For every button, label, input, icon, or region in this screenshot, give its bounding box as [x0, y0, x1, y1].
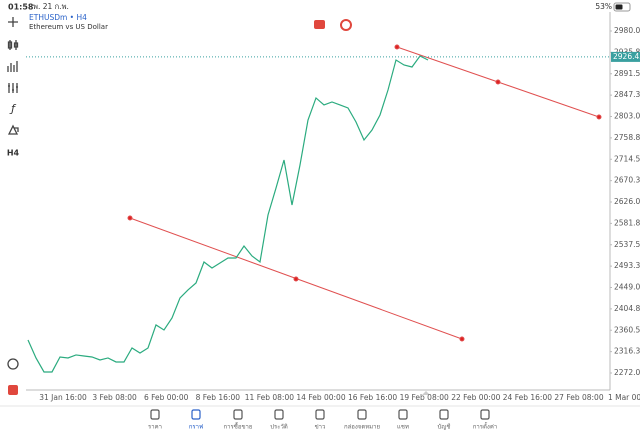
status-date: พ. 21 ก.พ.	[33, 2, 69, 11]
nav-label[interactable]: กราฟ	[189, 424, 203, 431]
price-line	[27, 55, 429, 373]
nav-icon[interactable]	[191, 409, 201, 420]
nav-icon[interactable]	[357, 409, 367, 420]
trend-point[interactable]	[459, 336, 465, 342]
trend-point[interactable]	[596, 114, 602, 120]
y-tick-label: 2404.8	[614, 304, 640, 313]
y-tick-label: 2847.3	[614, 90, 640, 99]
last-price-label: 2926.43	[613, 52, 640, 61]
status-battery: 53%	[595, 2, 612, 11]
nav-label[interactable]: บัญชี	[438, 423, 451, 431]
zoom-tool[interactable]	[7, 358, 19, 370]
y-tick-label: 2449.05	[614, 283, 640, 292]
x-tick-label: 3 Feb 08:00	[92, 393, 137, 402]
nav-icon[interactable]	[398, 409, 408, 420]
x-tick-label: 6 Feb 00:00	[144, 393, 189, 402]
x-tick-label: 27 Feb 08:00	[554, 393, 603, 402]
nav-icon[interactable]	[150, 409, 160, 420]
nav-label[interactable]: แชท	[397, 424, 409, 431]
y-tick-label: 2360.55	[614, 325, 640, 334]
nav-label[interactable]: การตั้งค่า	[473, 421, 497, 431]
nav-label[interactable]: ประวัติ	[270, 424, 288, 431]
x-tick-label: 11 Feb 08:00	[245, 393, 294, 402]
nav-icon[interactable]	[439, 409, 449, 420]
nav-label[interactable]: การซื้อขาย	[224, 421, 253, 431]
x-tick-label: 22 Feb 00:00	[451, 393, 500, 402]
nav-icon[interactable]	[274, 409, 284, 420]
trend-point[interactable]	[293, 276, 299, 282]
status-time: 01:58	[8, 3, 34, 12]
battery-icon	[613, 2, 631, 12]
y-tick-label: 2980.05	[614, 26, 640, 35]
y-tick-label: 2626.05	[614, 197, 640, 206]
objects-tool[interactable]	[7, 124, 19, 135]
last-price-box	[611, 51, 640, 62]
y-tick-label: 2537.55	[614, 240, 640, 249]
scroll-marker[interactable]	[422, 391, 430, 395]
y-tick-label: 2891.55	[614, 69, 640, 78]
x-tick-label: 8 Feb 16:00	[196, 393, 241, 402]
crosshair-tool[interactable]	[8, 17, 18, 27]
x-tick-label: 19 Feb 08:00	[400, 393, 449, 402]
nav-icon[interactable]	[315, 409, 325, 420]
y-tick-label: 2758.8	[614, 133, 640, 142]
nav-label[interactable]: กล่องจดหมาย	[344, 424, 380, 431]
x-tick-label: 1 Mar 00:00	[608, 393, 640, 402]
x-tick-label: 31 Jan 16:00	[39, 393, 87, 402]
y-tick-label: 2803.05	[614, 112, 640, 121]
function-tool[interactable]: ƒ	[9, 102, 17, 115]
trend-point[interactable]	[127, 215, 133, 221]
y-tick-label: 2316.3	[614, 347, 640, 356]
chart-type-tool[interactable]	[7, 40, 19, 50]
nav-icon[interactable]	[233, 409, 243, 420]
trend-lines	[127, 44, 602, 342]
timeframe[interactable]: H4	[7, 149, 20, 158]
nav-label[interactable]: ราคา	[148, 424, 162, 431]
battery-level	[615, 4, 623, 10]
y-tick-label: 2493.3	[614, 261, 640, 270]
nav-label[interactable]: ข่าว	[315, 424, 326, 431]
left-toolbar: ƒ H4	[7, 17, 20, 395]
x-tick-label: 14 Feb 00:00	[296, 393, 345, 402]
nav-icon[interactable]	[480, 409, 490, 420]
y-tick-label: 2714.55	[614, 154, 640, 163]
y-tick-label: 2581.8	[614, 218, 640, 227]
x-tick-label: 24 Feb 16:00	[503, 393, 552, 402]
one-click-button[interactable]	[340, 19, 352, 31]
trend-point[interactable]	[394, 44, 400, 50]
trend-point[interactable]	[495, 79, 501, 85]
indicators-tool[interactable]	[7, 61, 18, 72]
symbol-desc: Ethereum vs US Dollar	[29, 23, 108, 31]
buy-sell-button[interactable]	[314, 20, 325, 29]
y-tick-label: 2670.3	[614, 176, 640, 185]
symbol[interactable]: ETHUSDm • H4	[29, 13, 87, 22]
settings-tool[interactable]	[8, 83, 18, 93]
trade-tool[interactable]	[8, 385, 18, 395]
y-tick-label: 2272.05	[614, 368, 640, 377]
y-tick-label: 2935.8	[614, 47, 640, 56]
x-tick-label: 16 Feb 16:00	[348, 393, 397, 402]
